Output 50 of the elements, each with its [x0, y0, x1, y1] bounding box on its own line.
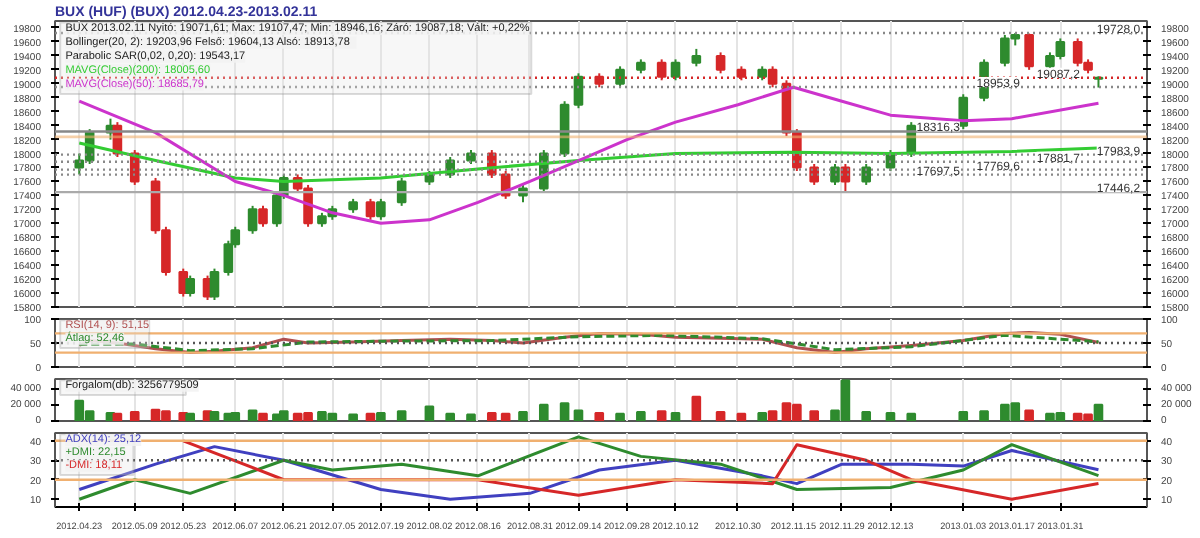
bar: [538, 403, 549, 421]
bar: [348, 413, 358, 421]
bar: [500, 412, 511, 421]
bar: [185, 412, 196, 421]
candlestick: [258, 204, 268, 228]
bar: [615, 412, 625, 421]
bar: [958, 411, 969, 421]
bar: [594, 411, 605, 421]
bar: [757, 411, 768, 421]
bar: [1024, 409, 1034, 421]
bar: [636, 411, 646, 421]
candlestick: [1024, 32, 1034, 71]
candlestick: [365, 197, 376, 221]
candlestick: [376, 197, 386, 221]
bar: [979, 410, 989, 421]
bar: [573, 409, 584, 421]
candlestick: [958, 93, 969, 131]
bar: [278, 410, 289, 421]
bar: [129, 411, 140, 421]
bar: [112, 412, 123, 421]
candlestick: [185, 274, 196, 298]
bar: [376, 411, 386, 421]
bar: [736, 412, 747, 421]
candlestick: [573, 72, 584, 110]
bar: [861, 411, 872, 421]
bar: [486, 411, 497, 421]
candlestick: [670, 58, 681, 82]
bar: [691, 395, 702, 421]
bar: [230, 411, 241, 421]
bar: [466, 413, 476, 421]
bar: [247, 409, 258, 421]
bar: [906, 412, 917, 421]
line-series: [181, 439, 1100, 501]
bar: [396, 410, 407, 421]
bar: [424, 405, 435, 421]
candlestick: [247, 204, 258, 235]
bar: [767, 410, 778, 421]
bar: [670, 411, 681, 421]
bar: [365, 412, 376, 421]
bar: [445, 412, 456, 421]
bar: [885, 411, 896, 421]
bar: [559, 402, 570, 421]
bar: [715, 411, 726, 421]
bar: [209, 411, 220, 421]
candlestick: [209, 267, 220, 302]
bar: [809, 410, 820, 421]
bar: [1093, 403, 1104, 421]
bar: [518, 411, 528, 421]
bar: [656, 410, 667, 421]
bar: [258, 412, 268, 421]
